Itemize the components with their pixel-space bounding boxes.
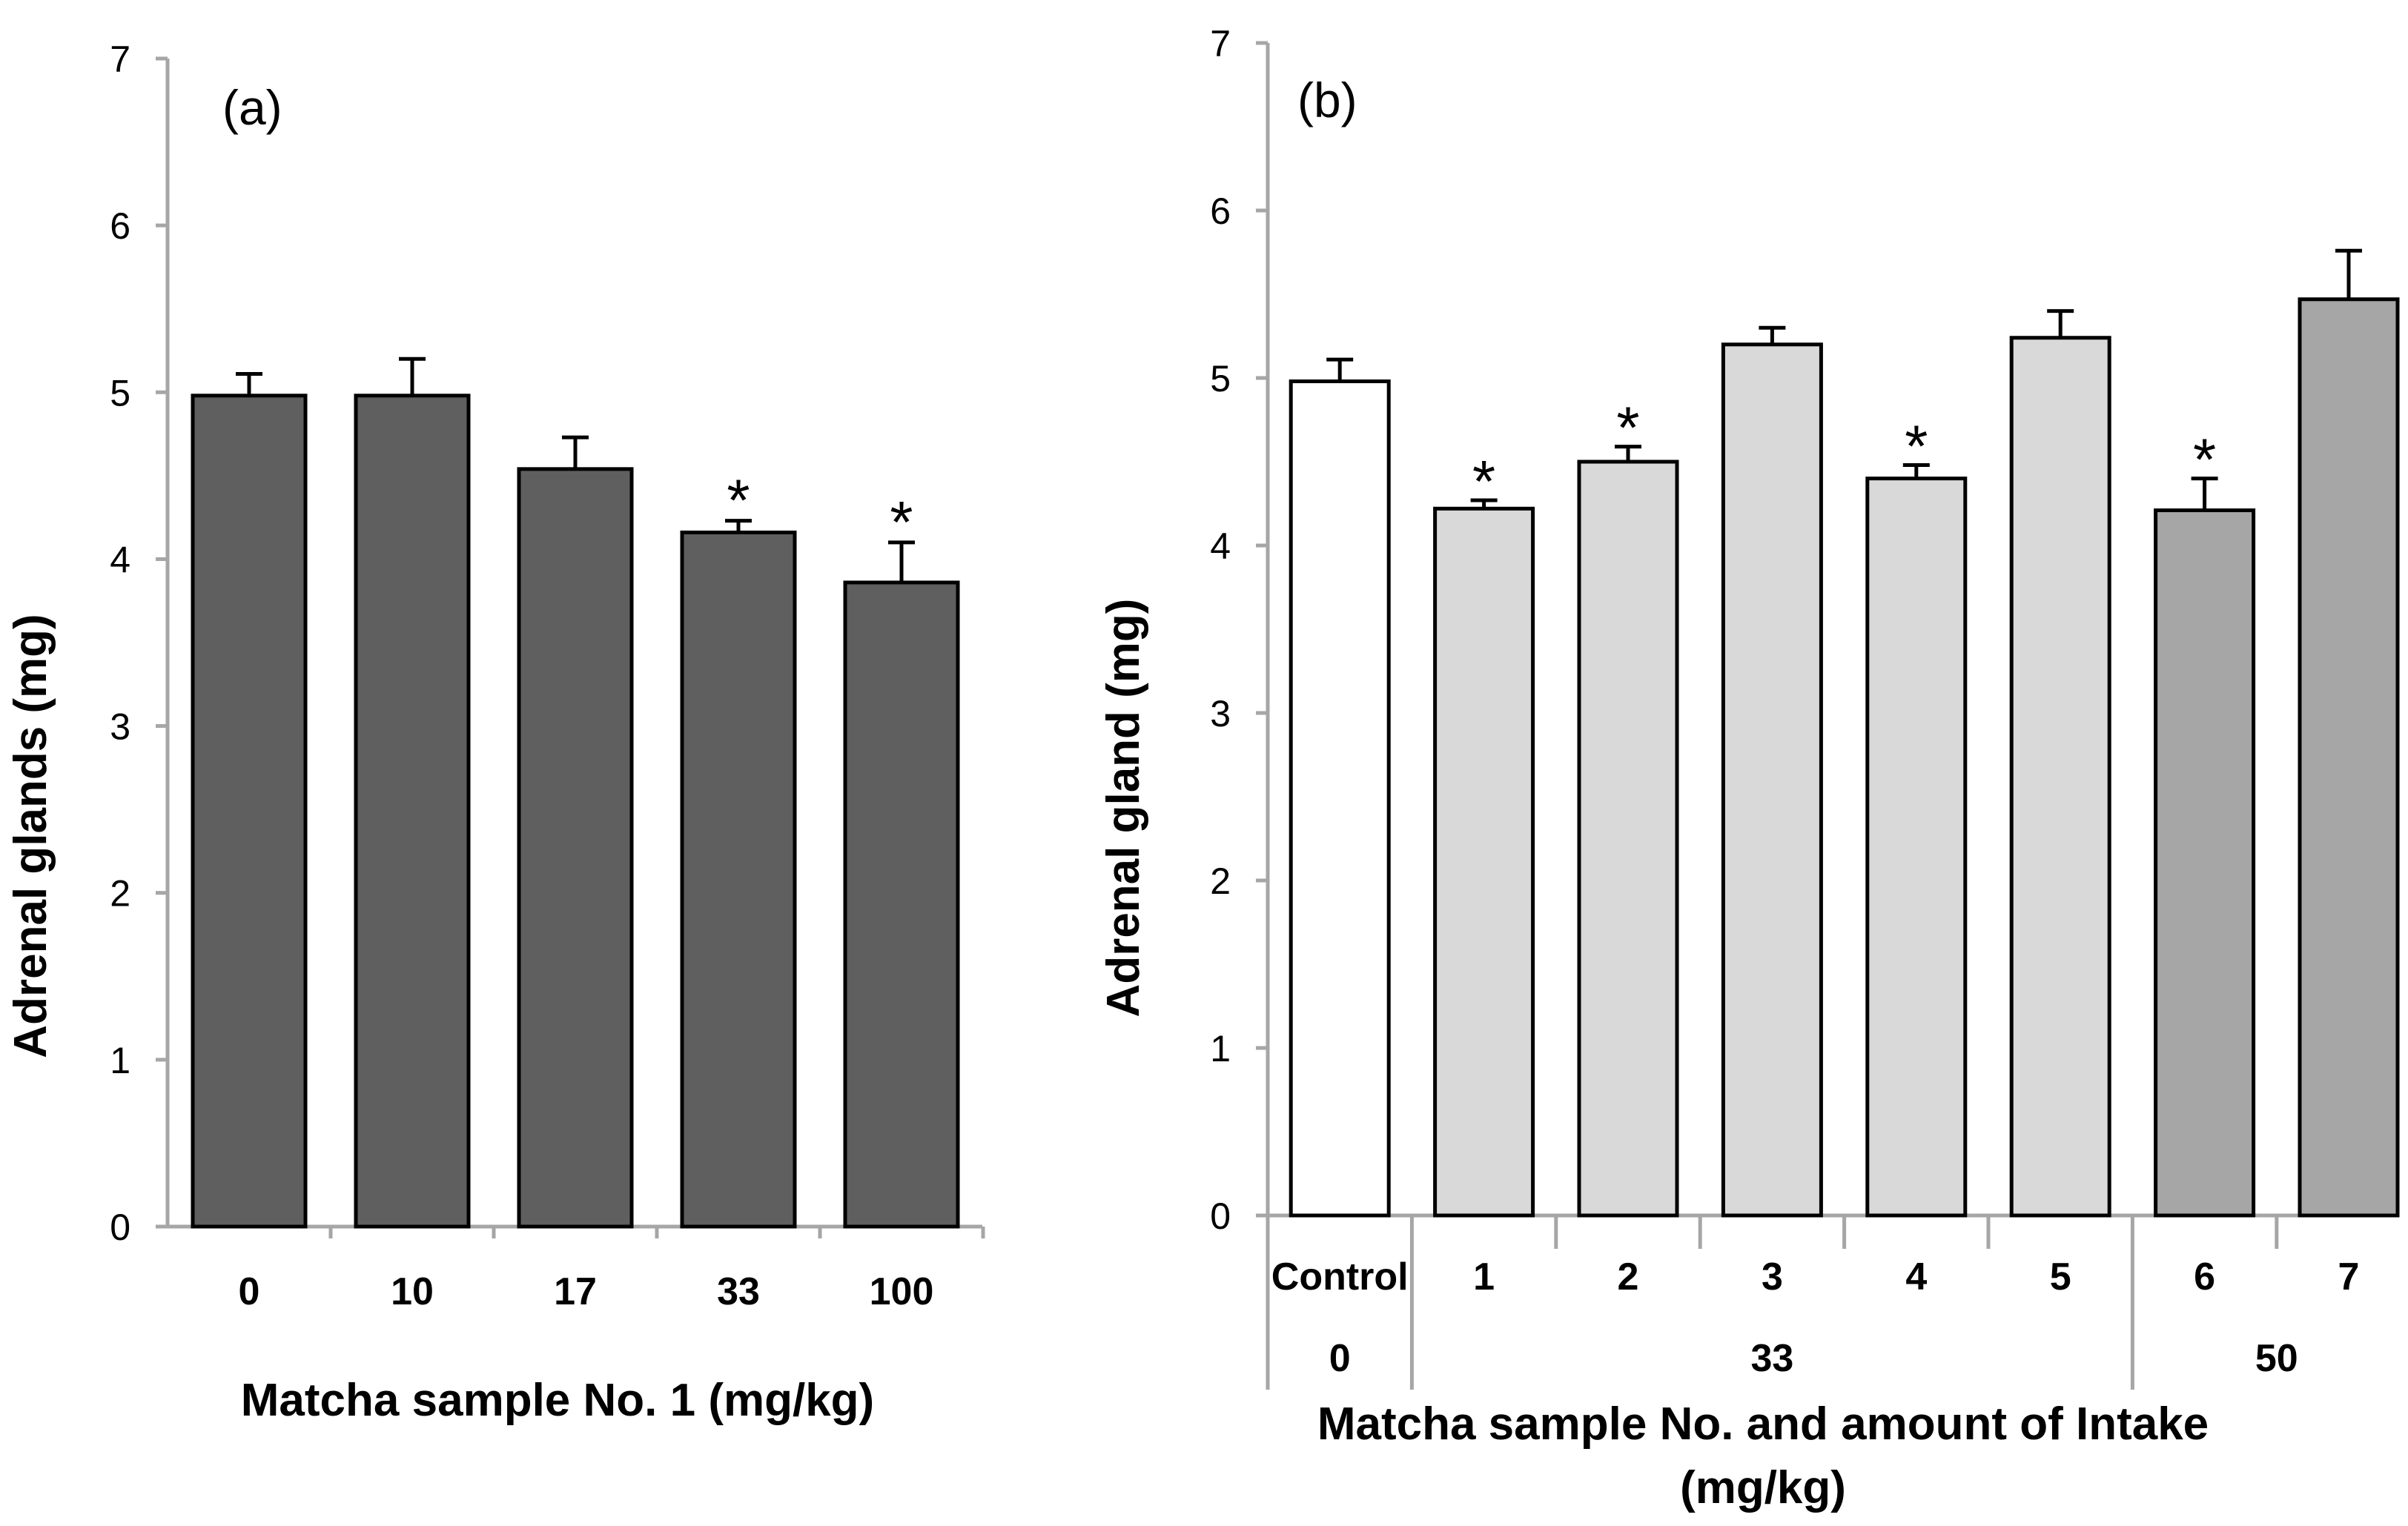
panel-b-y-tick-label: 2 [1210,860,1231,902]
panel-b-intake-group-label: 33 [1750,1337,1793,1380]
panel-b-bar [2009,336,2111,1218]
panel-b-x-axis-title: Matcha sample No. and amount of Intake [1317,1399,2209,1450]
panel-a-x-axis-title: Matcha sample No. 1 (mg/kg) [241,1375,874,1426]
panel-b-bar [1577,460,1679,1218]
panel-a-y-tick-label: 7 [110,39,130,80]
panel-b-x-tick-label: 1 [1473,1255,1495,1298]
panel-a-y-tick-label: 0 [110,1207,130,1248]
panel-b-y-tick-label: 0 [1210,1195,1231,1237]
panel-a-y-tick-label: 2 [110,873,130,915]
panel-a-y-axis-title: Adrenal glands (mg) [5,614,56,1058]
panel-a-x-tick-label: 0 [239,1270,260,1313]
panel-a-y-tick-label: 6 [110,205,130,247]
panel-b-significance-marker: * [1905,414,1928,480]
panel-a-bar [191,394,308,1229]
panel-a-x-tick-label: 33 [717,1270,760,1313]
panel-b-label: (b) [1297,73,1357,127]
panel-a-bar [354,394,471,1229]
panel-a-bar [680,530,797,1229]
panel-b-bar [2298,297,2400,1218]
panel-a-label: (a) [222,80,282,135]
panel-b-x-tick-label: 6 [2194,1255,2215,1298]
panel-a-bar [843,580,960,1229]
panel-b-x-tick-label: 3 [1762,1255,1783,1298]
panel-a-significance-marker: * [727,468,750,534]
panel-b-x-tick-label: 4 [1905,1255,1927,1298]
panel-a-y-tick-label: 1 [110,1040,130,1081]
panel-b-y-tick-label: 3 [1210,693,1231,734]
panel-b-intake-group-label: 0 [1329,1337,1351,1380]
panel-b-bar [1721,342,1823,1218]
panel-b-significance-marker: * [1472,448,1495,514]
panel-b-y-tick-label: 1 [1210,1028,1231,1069]
panel-a-x-tick-label: 10 [391,1270,434,1313]
panel-b-x-tick-label: Control [1271,1255,1409,1298]
panel-a-y-tick-label: 5 [110,372,130,414]
panel-b-y-axis-title: Adrenal gland (mg) [1098,599,1149,1018]
panel-a-x-tick-label: 100 [870,1270,934,1313]
panel-a-bar [517,467,634,1229]
panel-b-y-tick-label: 5 [1210,358,1231,399]
panel-b-y-tick-label: 4 [1210,525,1231,567]
panel-b-intake-group-label: 50 [2255,1337,2298,1380]
panel-b-bar [1433,506,1535,1218]
panel-b-x-tick-label: 7 [2338,1255,2360,1298]
panel-b-x-tick-label: 2 [1618,1255,1639,1298]
panel-b-y-tick-label: 6 [1210,190,1231,232]
panel-a-x-tick-label: 17 [554,1270,597,1313]
panel-b-significance-marker: * [2193,427,2216,493]
panel-b-y-tick-label: 7 [1210,23,1231,64]
panel-b-significance-marker: * [1616,395,1639,461]
panel-a-significance-marker: * [890,489,913,555]
panel-a-y-tick-label: 4 [110,539,130,580]
panel-b-bar [2154,508,2256,1218]
panel-a-y-tick-label: 3 [110,706,130,748]
panel-b-x-tick-label: 5 [2050,1255,2071,1298]
panel-b-bar [1865,477,1968,1218]
panel-b-x-axis-title-line2: (mg/kg) [1680,1462,1846,1513]
panel-b-bar [1289,379,1391,1218]
